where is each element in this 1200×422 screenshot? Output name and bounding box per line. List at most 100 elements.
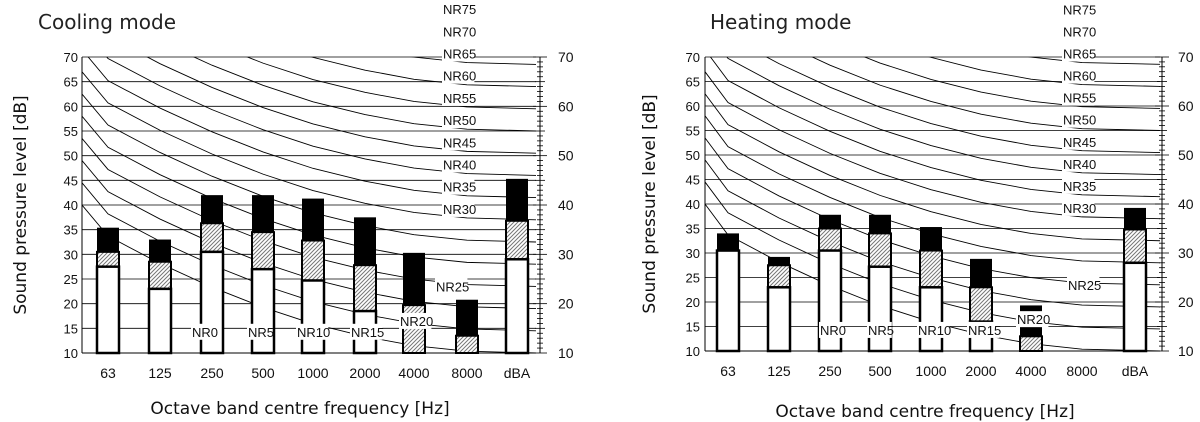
y-tick-label-right: 50	[1178, 147, 1194, 163]
bar-segment-range	[868, 232, 892, 268]
nr-label: NR65	[1063, 47, 1096, 62]
bar-segment-range	[969, 286, 993, 323]
x-tick-label: dBA	[504, 365, 531, 381]
y-tick-label: 45	[64, 173, 78, 188]
nr-label: NR35	[443, 180, 476, 195]
y-axis-title: Sound pressure level [dB]	[11, 95, 31, 314]
nr-curve	[192, 57, 536, 132]
nr-curve	[928, 57, 1160, 87]
nr-label: NR60	[1063, 69, 1096, 84]
nr-label-bg	[442, 112, 475, 129]
nr-label: NR10	[918, 323, 951, 338]
bar-segment-max	[403, 252, 425, 306]
y-tick-label-right: 40	[558, 197, 574, 213]
nr-label: NR20	[1017, 312, 1050, 327]
x-tick-label: 8000	[1066, 363, 1097, 379]
bar-segment-max	[354, 217, 376, 266]
nr-curve	[146, 57, 536, 154]
y-tick-label: 70	[686, 50, 700, 65]
bar-segment-min	[766, 286, 792, 353]
nr-label-bg	[442, 200, 475, 217]
x-tick-label: dBA	[1122, 363, 1149, 379]
y-tick-label: 40	[686, 197, 700, 212]
nr-label-bg	[247, 323, 272, 340]
nr-label-bg	[1062, 1, 1095, 18]
nr-label-bg	[967, 321, 1000, 338]
nr-curve	[82, 71, 536, 221]
y-tick-label: 60	[686, 99, 700, 114]
bar-segment-min	[504, 258, 530, 355]
nr-label-bg	[1062, 89, 1095, 106]
bar-segment-range	[455, 334, 479, 355]
nr-label-bg	[1062, 155, 1095, 172]
nr-label: NR50	[443, 113, 476, 128]
x-tick-label: 4000	[1015, 363, 1046, 379]
bar-segment-min	[147, 287, 173, 355]
bar-segment-range	[402, 304, 426, 354]
bar-segment-range	[96, 250, 120, 268]
y-tick-label: 15	[686, 320, 700, 335]
nr-label: NR40	[1063, 157, 1096, 172]
bar-segment-max	[456, 299, 478, 336]
nr-curve	[82, 160, 536, 310]
y-tick-label: 55	[686, 124, 700, 139]
nr-label-bg	[399, 312, 432, 329]
nr-label: NR5	[868, 323, 894, 338]
x-tick-label: 125	[148, 365, 172, 381]
nr-curve	[246, 57, 536, 110]
bar-segment-max	[149, 239, 171, 262]
bar-segment-min	[918, 286, 944, 353]
bar-segment-min	[715, 249, 741, 353]
nr-label: NR25	[436, 279, 469, 294]
nr-label-bg	[442, 1, 475, 18]
bar-segment-range	[1123, 228, 1147, 264]
bar-segment-range	[767, 264, 791, 289]
x-tick-label: 63	[720, 363, 736, 379]
nr-curve	[705, 71, 1160, 220]
y-tick-label-right: 30	[558, 246, 574, 262]
x-tick-label: 4000	[398, 365, 429, 381]
nr-label-bg	[1067, 276, 1100, 293]
nr-label: NR30	[1063, 201, 1096, 216]
nr-curve	[82, 93, 536, 243]
nr-label-bg	[1062, 23, 1095, 40]
y-axis-title: Sound pressure level [dB]	[640, 94, 660, 313]
x-tick-label: 1000	[297, 365, 328, 381]
nr-label: NR50	[1063, 113, 1096, 128]
nr-curve	[726, 57, 1160, 176]
y-tick-label: 30	[64, 247, 78, 262]
nr-curve	[705, 159, 1160, 308]
bar-segment-max	[819, 214, 841, 229]
x-tick-label: 2000	[965, 363, 996, 379]
nr-curve	[705, 203, 1160, 351]
y-tick-label: 20	[64, 297, 78, 312]
nr-label: NR20	[400, 314, 433, 329]
y-tick-label-right: 70	[558, 49, 574, 65]
bar-segment-range	[505, 219, 529, 261]
nr-label: NR45	[1063, 135, 1096, 150]
nr-curve	[705, 181, 1160, 330]
nr-label: NR70	[443, 24, 476, 39]
nr-label-bg	[435, 278, 468, 295]
nr-curve	[106, 57, 536, 176]
nr-curve	[411, 57, 536, 65]
y-tick-label: 35	[686, 222, 700, 237]
nr-label-bg	[442, 156, 475, 173]
nr-label-bg	[442, 23, 475, 40]
nr-label: NR65	[443, 47, 476, 62]
nr-label: NR70	[1063, 25, 1096, 40]
bar-segment-max	[970, 258, 992, 288]
nr-label-bg	[442, 67, 475, 84]
nr-label-bg	[1062, 111, 1095, 128]
bar-segment-max	[717, 233, 739, 251]
bar-segment-max	[302, 198, 324, 241]
nr-curve	[310, 57, 536, 88]
nr-curve	[82, 115, 536, 265]
y-tick-label: 40	[64, 198, 78, 213]
y-tick-label: 15	[64, 321, 78, 336]
y-tick-label: 25	[686, 271, 700, 286]
bar-segment-min	[1122, 261, 1148, 353]
x-axis-title: Octave band centre frequency [Hz]	[150, 399, 449, 419]
y-tick-label-right: 60	[558, 98, 574, 114]
